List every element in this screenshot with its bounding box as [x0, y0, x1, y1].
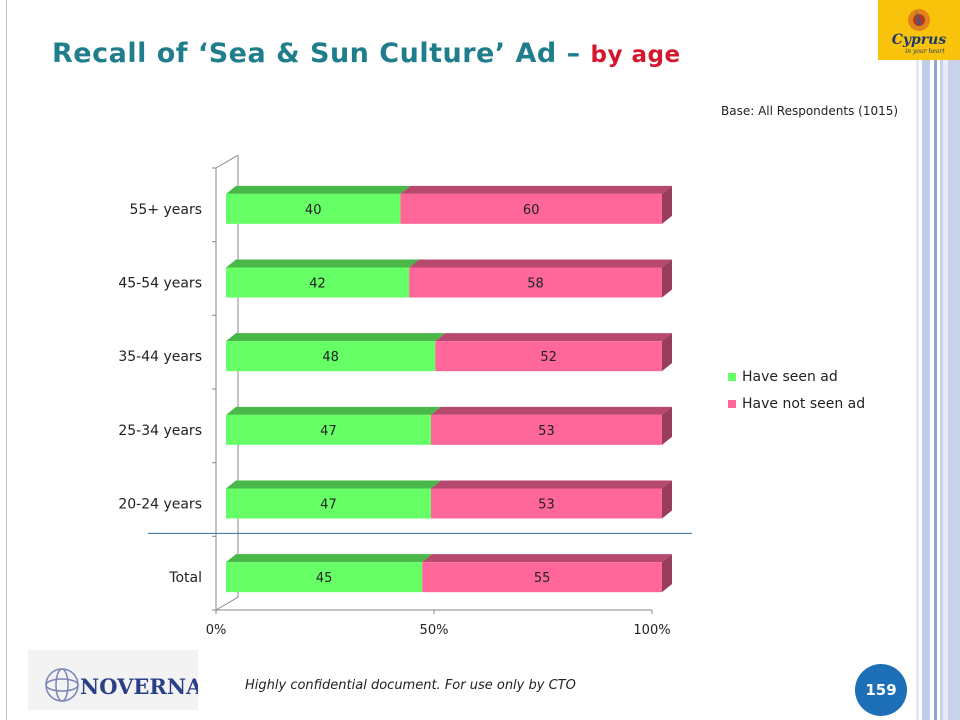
frame-stripe	[916, 0, 919, 720]
bar-top-face	[226, 185, 411, 194]
data-label: 45	[316, 571, 333, 586]
bar-top-face	[435, 333, 672, 342]
bar-segment	[226, 488, 431, 519]
bar-segment	[226, 562, 423, 593]
frame-stripe	[934, 0, 937, 720]
data-label: 52	[540, 350, 557, 365]
bar-top-face	[226, 554, 433, 563]
bar-segment	[226, 341, 436, 372]
bar-segment	[400, 193, 662, 224]
bar-segment	[226, 193, 401, 224]
bar-side-face	[662, 406, 672, 445]
data-label: 47	[320, 498, 337, 513]
data-label: 48	[322, 350, 339, 365]
slide-title: Recall of ‘Sea & Sun Culture’ Ad – by ag…	[52, 38, 681, 69]
noverna-logo: NOVERNA	[28, 650, 203, 710]
legend-label: Have seen ad	[742, 369, 838, 385]
legend-swatch	[728, 400, 736, 408]
y-axis-depth-top	[215, 154, 239, 169]
data-label: 55	[534, 571, 551, 586]
bar-top-face	[400, 185, 672, 194]
slide-title-main: Recall of ‘Sea & Sun Culture’ Ad –	[52, 38, 581, 69]
data-label: 53	[538, 498, 555, 513]
cyprus-logo-graphic: Cyprus in your heart	[878, 0, 960, 60]
bar-segment	[422, 562, 662, 593]
x-tick-label: 100%	[633, 623, 670, 638]
bar-side-face	[662, 554, 672, 593]
bar-segment	[430, 414, 662, 445]
bar-segment	[226, 267, 410, 298]
legend-swatch	[728, 373, 736, 381]
x-axis-depth	[215, 596, 239, 611]
left-border-rule	[6, 0, 7, 720]
y-tick-label: 25-34 years	[118, 423, 202, 439]
y-tick-label: 20-24 years	[118, 497, 202, 513]
page-number-badge: 159	[855, 664, 907, 716]
noverna-logo-graphic: NOVERNA	[45, 668, 203, 702]
cyprus-logo-tagline: in your heart	[905, 48, 945, 55]
y-tick-label: Total	[168, 570, 202, 586]
data-label: 40	[305, 203, 322, 218]
bar-top-face	[422, 554, 672, 563]
data-label: 42	[309, 277, 326, 292]
base-note: Base: All Respondents (1015)	[721, 104, 899, 118]
noverna-logo-wordmark: NOVERNA	[80, 674, 198, 699]
bar-segment	[226, 414, 431, 445]
bar-top-face	[226, 333, 446, 342]
cyprus-logo-wordmark: Cyprus	[892, 32, 947, 48]
y-tick-label: 35-44 years	[118, 349, 202, 365]
confidential-footer: Highly confidential document. For use on…	[245, 678, 576, 693]
data-label: 47	[320, 424, 337, 439]
y-tick-label: 45-54 years	[118, 276, 202, 292]
frame-stripe	[922, 0, 930, 720]
bar-segment	[435, 341, 662, 372]
bar-top-face	[226, 406, 441, 415]
bar-side-face	[662, 480, 672, 519]
bar-top-face	[430, 406, 672, 415]
slide-title-sub: by age	[590, 42, 681, 68]
cyprus-logo: Cyprus in your heart	[878, 0, 960, 60]
bar-side-face	[662, 333, 672, 372]
bar-top-face	[226, 480, 441, 489]
frame-stripe	[943, 0, 948, 720]
bar-top-face	[430, 480, 672, 489]
data-label: 58	[527, 277, 544, 292]
data-label: 53	[538, 424, 555, 439]
legend-label: Have not seen ad	[742, 396, 865, 412]
bar-segment	[430, 488, 662, 519]
y-tick-label: 55+ years	[129, 202, 202, 218]
bar-top-face	[409, 259, 672, 268]
bar-side-face	[662, 259, 672, 298]
bar-side-face	[662, 185, 672, 224]
data-label: 60	[523, 203, 540, 218]
bar-top-face	[226, 259, 420, 268]
bar-segment	[409, 267, 662, 298]
x-tick-label: 50%	[420, 623, 449, 638]
x-tick-label: 0%	[206, 623, 227, 638]
